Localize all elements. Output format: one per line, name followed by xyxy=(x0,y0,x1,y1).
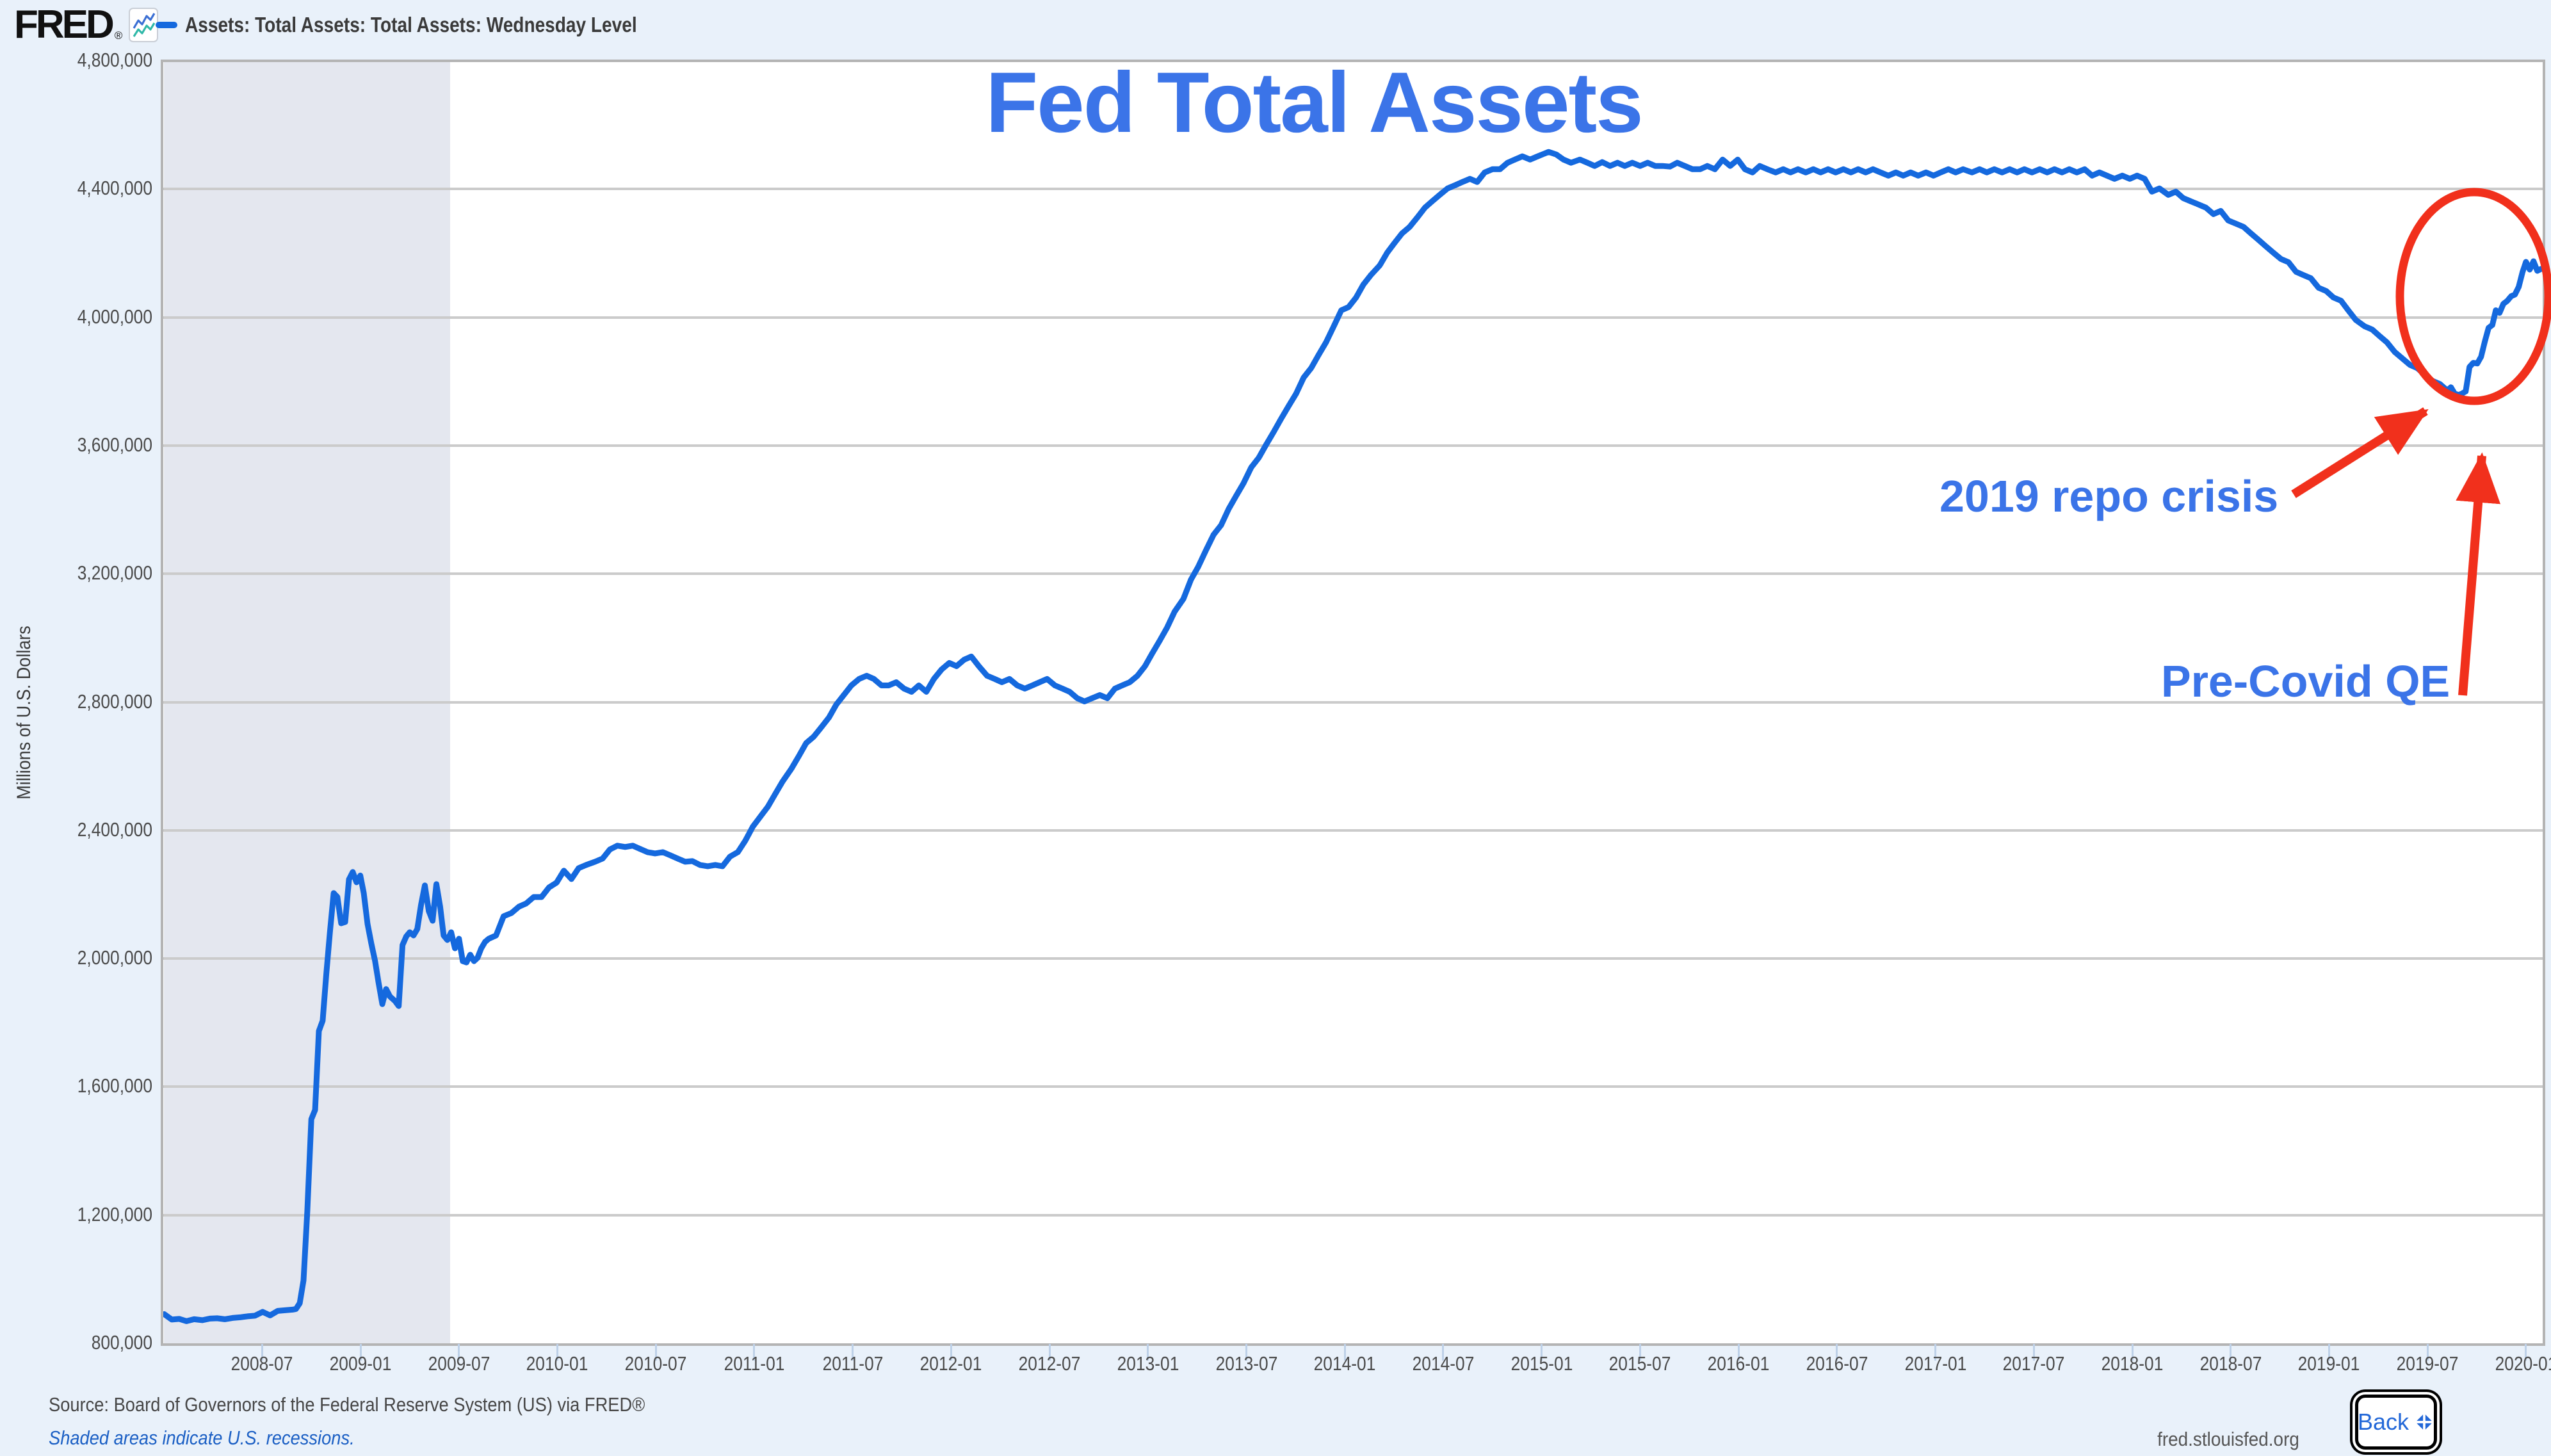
collapse-arrows-icon xyxy=(2414,1412,2434,1432)
gridline-y xyxy=(162,572,2544,576)
x-tick-label: 2019-07 xyxy=(2396,1352,2459,1375)
series-line xyxy=(162,149,2544,1324)
x-tick-mark xyxy=(852,1344,854,1361)
chart-title: Fed Total Assets xyxy=(985,55,1643,150)
back-button[interactable]: Back xyxy=(2355,1395,2437,1450)
x-tick-mark xyxy=(1836,1344,1838,1361)
y-tick-label: 1,600,000 xyxy=(77,1074,152,1097)
plot-area xyxy=(162,61,2544,1345)
x-tick-mark xyxy=(261,1344,263,1361)
x-tick-mark xyxy=(458,1344,460,1361)
x-tick-mark xyxy=(654,1344,657,1361)
y-axis-title: Millions of U.S. Dollars xyxy=(13,626,35,800)
x-tick-mark xyxy=(1048,1344,1051,1361)
x-tick-label: 2015-01 xyxy=(1510,1352,1573,1375)
y-tick-label: 1,200,000 xyxy=(77,1202,152,1225)
data-line-chart xyxy=(162,149,2544,1324)
x-tick-label: 2010-07 xyxy=(624,1352,687,1375)
annotation-repo-crisis: 2019 repo crisis xyxy=(1940,471,2279,521)
annotation-pre-covid-qe: Pre-Covid QE xyxy=(2161,656,2450,706)
x-tick-label: 2008-07 xyxy=(231,1352,293,1375)
back-button-label: Back xyxy=(2357,1409,2409,1435)
x-tick-mark xyxy=(2328,1344,2330,1361)
legend: Assets: Total Assets: Total Assets: Wedn… xyxy=(156,10,717,40)
x-tick-mark xyxy=(2230,1344,2232,1361)
x-tick-mark xyxy=(1245,1344,1248,1361)
x-tick-mark xyxy=(2032,1344,2035,1361)
y-tick-label: 4,400,000 xyxy=(77,177,152,200)
x-tick-mark xyxy=(1934,1344,1937,1361)
gridline-y xyxy=(162,1085,2544,1088)
gridline-y xyxy=(162,700,2544,704)
x-tick-mark xyxy=(2525,1344,2527,1361)
x-tick-label: 2020-01 xyxy=(2495,1352,2551,1375)
fred-url: fred.stlouisfed.org xyxy=(2157,1428,2299,1450)
x-tick-mark xyxy=(1147,1344,1149,1361)
x-tick-label: 2015-07 xyxy=(1609,1352,1671,1375)
x-tick-mark xyxy=(1737,1344,1740,1361)
gridline-y xyxy=(162,957,2544,960)
x-tick-label: 2012-07 xyxy=(1018,1352,1081,1375)
x-tick-label: 2010-01 xyxy=(526,1352,588,1375)
x-tick-label: 2009-07 xyxy=(428,1352,490,1375)
x-tick-label: 2011-01 xyxy=(724,1352,785,1375)
y-tick-label: 2,400,000 xyxy=(77,818,152,841)
x-tick-mark xyxy=(753,1344,756,1361)
x-tick-mark xyxy=(1639,1344,1641,1361)
gridline-y xyxy=(162,444,2544,447)
recession-note-link[interactable]: Shaded areas indicate U.S. recessions. xyxy=(49,1427,355,1449)
y-tick-label: 4,800,000 xyxy=(77,49,152,71)
x-tick-mark xyxy=(2426,1344,2429,1361)
x-tick-label: 2018-01 xyxy=(2101,1352,2164,1375)
x-tick-label: 2014-07 xyxy=(1412,1352,1475,1375)
x-tick-mark xyxy=(950,1344,952,1361)
fred-logo-text: FRED xyxy=(14,3,115,47)
x-tick-label: 2019-01 xyxy=(2298,1352,2360,1375)
y-tick-label: 4,000,000 xyxy=(77,305,152,328)
x-tick-label: 2017-07 xyxy=(2002,1352,2065,1375)
x-tick-label: 2018-07 xyxy=(2199,1352,2262,1375)
registered-mark: ® xyxy=(114,29,123,42)
x-tick-mark xyxy=(1343,1344,1346,1361)
x-tick-mark xyxy=(2131,1344,2134,1361)
x-tick-label: 2013-01 xyxy=(1117,1352,1179,1375)
x-tick-label: 2014-01 xyxy=(1313,1352,1376,1375)
legend-line-swatch xyxy=(156,22,177,28)
gridline-y xyxy=(162,188,2544,191)
fred-sparkline-icon xyxy=(129,8,159,42)
x-tick-label: 2009-01 xyxy=(329,1352,392,1375)
y-tick-label: 3,600,000 xyxy=(77,433,152,456)
legend-series-label: Assets: Total Assets: Total Assets: Wedn… xyxy=(185,13,637,36)
y-tick-label: 800,000 xyxy=(91,1331,152,1354)
x-tick-label: 2013-07 xyxy=(1215,1352,1277,1375)
x-tick-mark xyxy=(556,1344,558,1361)
x-tick-mark xyxy=(359,1344,362,1361)
y-tick-label: 2,000,000 xyxy=(77,946,152,969)
x-tick-mark xyxy=(1442,1344,1445,1361)
x-tick-label: 2016-07 xyxy=(1806,1352,1868,1375)
x-tick-label: 2012-01 xyxy=(920,1352,982,1375)
y-tick-label: 3,200,000 xyxy=(77,562,152,585)
gridline-y xyxy=(162,1213,2544,1217)
source-note: Source: Board of Governors of the Federa… xyxy=(49,1393,645,1416)
x-tick-label: 2017-01 xyxy=(1904,1352,1966,1375)
gridline-y xyxy=(162,829,2544,832)
fred-logo[interactable]: FRED ® xyxy=(14,3,159,47)
x-tick-mark xyxy=(1541,1344,1543,1361)
x-tick-label: 2016-01 xyxy=(1707,1352,1770,1375)
gridline-y xyxy=(162,316,2544,319)
y-tick-label: 2,800,000 xyxy=(77,690,152,713)
x-tick-label: 2011-07 xyxy=(822,1352,883,1375)
